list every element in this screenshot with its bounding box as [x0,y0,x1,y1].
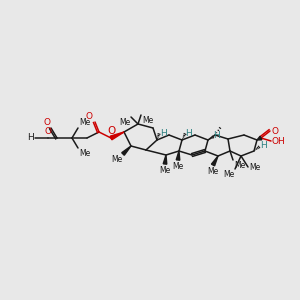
Text: Me: Me [142,116,153,125]
Text: O: O [86,112,93,121]
Text: Me: Me [172,162,184,171]
Text: H: H [260,142,267,151]
Polygon shape [122,146,131,155]
Text: Me: Me [159,166,171,175]
Polygon shape [212,156,218,166]
Polygon shape [110,132,124,140]
Text: H: H [185,128,192,137]
Text: Me: Me [234,161,245,170]
Text: Me: Me [207,167,219,176]
Text: Me: Me [223,170,234,179]
Text: Me: Me [79,118,90,127]
Text: H: H [27,134,34,142]
Text: Me: Me [79,149,90,158]
Polygon shape [257,136,262,140]
Text: O: O [108,127,116,136]
Text: Me: Me [111,155,122,164]
Text: O: O [44,128,52,136]
Text: Me: Me [249,163,260,172]
Text: Me: Me [119,118,130,127]
Text: OH: OH [272,136,286,146]
Text: O: O [271,127,278,136]
Polygon shape [163,155,167,164]
Text: O: O [43,118,50,127]
Polygon shape [176,151,180,160]
Text: H: H [160,130,167,139]
Text: H: H [213,131,220,140]
